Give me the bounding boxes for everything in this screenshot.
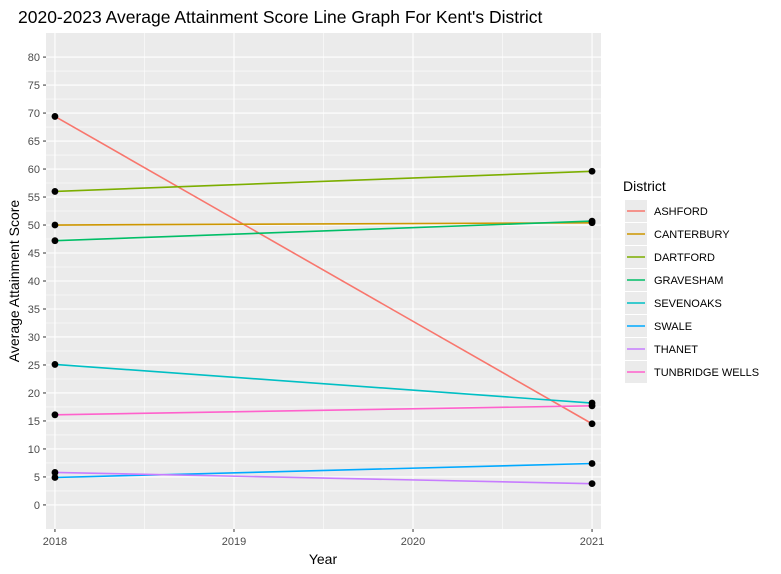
y-axis: 0 5 10 15 20 25 30 35 40 45 50 55 60 65 70 75 80 xyxy=(28,52,46,512)
legend-label: THANET xyxy=(654,344,698,356)
y-tick-label: 75 xyxy=(28,80,40,92)
data-point xyxy=(51,474,59,481)
legend-label: ASHFORD xyxy=(654,206,708,218)
series-line xyxy=(54,462,593,479)
series-lines xyxy=(54,115,593,485)
y-tick-label: 65 xyxy=(28,136,40,148)
y-tick-label: 50 xyxy=(28,220,40,232)
data-point xyxy=(588,402,596,410)
data-point xyxy=(51,221,59,229)
data-point xyxy=(588,460,596,467)
y-tick-label: 60 xyxy=(28,164,40,176)
y-tick-label: 35 xyxy=(28,304,40,316)
x-axis-title: Year xyxy=(309,551,338,567)
data-point xyxy=(51,361,59,368)
data-point xyxy=(51,237,59,245)
chart-title: 2020-2023 Average Attainment Score Line … xyxy=(18,7,543,27)
y-tick-label: 45 xyxy=(28,248,40,260)
x-tick-label: 2019 xyxy=(222,536,246,548)
y-tick-label: 20 xyxy=(28,388,40,400)
minor-gridlines xyxy=(46,33,601,529)
y-tick-label: 10 xyxy=(28,444,40,456)
legend-label: CANTERBURY xyxy=(654,229,730,241)
y-tick-label: 0 xyxy=(34,500,40,512)
data-point xyxy=(588,420,596,428)
legend-label: TUNBRIDGE WELLS xyxy=(654,367,759,379)
data-point xyxy=(588,480,596,488)
data-point xyxy=(588,167,596,175)
data-points xyxy=(51,113,596,488)
y-tick-label: 15 xyxy=(28,416,40,428)
y-tick-label: 70 xyxy=(28,108,40,120)
series-line xyxy=(54,220,593,242)
legend: District ASHFORD CANTERBURY DARTFORD GRAVES… xyxy=(623,178,759,383)
legend-label: SEVENOAKS xyxy=(654,298,722,310)
series-line xyxy=(54,170,593,193)
y-axis-title: Average Attainment Score xyxy=(6,200,22,363)
y-tick-label: 40 xyxy=(28,276,40,288)
legend-label: GRAVESHAM xyxy=(654,275,723,287)
legend-title: District xyxy=(623,178,666,194)
y-tick-label: 5 xyxy=(34,472,40,484)
series-line xyxy=(54,363,593,404)
x-axis: 2018 2019 2020 2021 xyxy=(43,529,604,548)
series-line xyxy=(54,221,593,226)
legend-label: DARTFORD xyxy=(654,252,715,264)
y-tick-label: 55 xyxy=(28,192,40,204)
data-point xyxy=(51,411,59,419)
y-tick-label: 80 xyxy=(28,52,40,64)
series-line xyxy=(54,471,593,485)
series-line xyxy=(54,405,593,416)
major-gridlines xyxy=(46,33,601,529)
y-tick-label: 25 xyxy=(28,360,40,372)
data-point xyxy=(51,188,59,195)
x-tick-label: 2021 xyxy=(580,536,604,548)
data-point xyxy=(588,217,596,225)
legend-label: SWALE xyxy=(654,321,692,333)
data-point xyxy=(51,113,59,120)
y-tick-label: 30 xyxy=(28,332,40,344)
data-point xyxy=(51,469,59,476)
x-tick-label: 2018 xyxy=(43,536,67,548)
series-line xyxy=(54,115,593,425)
x-tick-label: 2020 xyxy=(401,536,425,548)
